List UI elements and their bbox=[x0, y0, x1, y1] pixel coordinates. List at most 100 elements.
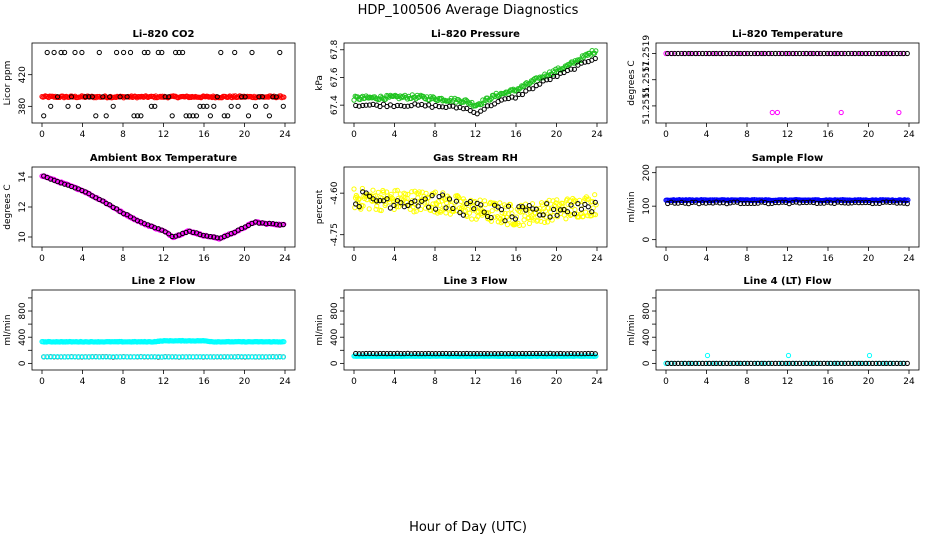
panel-title: Ambient Box Temperature bbox=[90, 153, 237, 164]
data-point bbox=[378, 207, 384, 214]
data-point bbox=[883, 360, 890, 366]
data-point bbox=[790, 199, 796, 205]
x-tick-label: 16 bbox=[822, 130, 834, 140]
data-point bbox=[516, 351, 522, 357]
data-point bbox=[779, 50, 785, 57]
data-point bbox=[193, 113, 200, 119]
data-point bbox=[539, 200, 545, 206]
x-tick-label: 0 bbox=[351, 377, 357, 387]
data-point bbox=[426, 102, 432, 108]
data-point bbox=[471, 206, 477, 212]
figure-title: HDP_100506 Average Diagnostics bbox=[358, 3, 579, 18]
data-point bbox=[869, 200, 876, 207]
data-point bbox=[731, 50, 737, 57]
data-point bbox=[393, 204, 400, 210]
data-point bbox=[124, 354, 130, 360]
x-tick-label: 12 bbox=[470, 130, 481, 140]
data-point bbox=[554, 197, 560, 203]
data-point bbox=[706, 360, 713, 366]
data-point bbox=[689, 199, 695, 205]
data-point bbox=[571, 60, 577, 66]
y-axis-label: ml/min bbox=[627, 314, 637, 345]
data-point bbox=[736, 50, 742, 57]
data-point bbox=[557, 70, 564, 76]
data-point bbox=[273, 354, 279, 360]
data-point bbox=[415, 351, 421, 357]
data-point bbox=[663, 50, 669, 57]
data-point bbox=[391, 351, 397, 357]
y-tick-label: 51.2515 bbox=[642, 87, 652, 124]
points-layer bbox=[351, 350, 599, 359]
data-point bbox=[512, 95, 519, 101]
data-point bbox=[263, 354, 269, 360]
data-point bbox=[392, 188, 398, 194]
data-point bbox=[668, 360, 674, 366]
data-point bbox=[79, 49, 85, 56]
data-point bbox=[426, 350, 432, 357]
data-point bbox=[437, 202, 443, 208]
data-point bbox=[734, 50, 740, 57]
data-point bbox=[876, 50, 883, 57]
data-point bbox=[856, 200, 862, 206]
data-point bbox=[190, 229, 196, 235]
data-point bbox=[141, 354, 147, 360]
data-point bbox=[366, 206, 372, 212]
data-point bbox=[72, 49, 78, 56]
data-point bbox=[817, 50, 824, 57]
data-point bbox=[419, 351, 425, 357]
data-point bbox=[363, 102, 369, 108]
data-point bbox=[734, 360, 740, 366]
data-point bbox=[873, 360, 879, 366]
data-point bbox=[696, 360, 702, 366]
data-point bbox=[852, 50, 858, 57]
data-point bbox=[44, 49, 50, 56]
x-tick-label: 20 bbox=[863, 130, 875, 140]
data-point bbox=[270, 354, 276, 360]
data-point bbox=[668, 199, 674, 205]
data-point bbox=[824, 360, 831, 366]
data-point bbox=[880, 360, 886, 366]
data-point bbox=[207, 234, 213, 240]
data-point bbox=[727, 200, 733, 206]
y-axis-label: Licor ppm bbox=[3, 61, 13, 106]
data-point bbox=[502, 218, 508, 224]
data-point bbox=[411, 209, 417, 215]
data-point bbox=[758, 50, 765, 57]
data-point bbox=[758, 199, 765, 205]
data-point bbox=[537, 212, 543, 218]
points-layer bbox=[351, 48, 599, 117]
y-tick-label: 67.4 bbox=[330, 95, 340, 115]
data-point bbox=[713, 199, 719, 205]
data-point bbox=[838, 360, 844, 366]
data-point bbox=[474, 351, 480, 357]
data-point bbox=[520, 222, 526, 228]
data-point bbox=[127, 354, 134, 360]
data-point bbox=[736, 360, 742, 366]
data-point bbox=[221, 354, 227, 360]
data-point bbox=[582, 59, 588, 65]
data-point bbox=[765, 360, 772, 366]
data-point bbox=[110, 103, 116, 109]
data-point bbox=[93, 113, 99, 119]
data-point bbox=[498, 207, 505, 213]
data-point bbox=[403, 191, 409, 197]
data-point bbox=[554, 351, 560, 357]
data-point bbox=[127, 49, 134, 56]
x-tick-label: 12 bbox=[470, 254, 481, 264]
y-tick-label: 67.6 bbox=[330, 67, 340, 87]
data-point bbox=[668, 50, 674, 57]
x-tick-label: 24 bbox=[903, 130, 915, 140]
x-tick-label: 16 bbox=[822, 254, 834, 264]
panel-title: Line 3 Flow bbox=[444, 276, 508, 287]
data-point bbox=[193, 354, 200, 360]
y-tick-label: 800 bbox=[642, 302, 652, 319]
data-point bbox=[134, 113, 141, 119]
data-point bbox=[547, 350, 553, 356]
data-point bbox=[682, 50, 688, 57]
data-point bbox=[835, 360, 841, 366]
data-point bbox=[200, 103, 206, 109]
x-tick-label: 24 bbox=[591, 377, 603, 387]
data-point bbox=[544, 77, 550, 83]
data-point bbox=[481, 106, 487, 112]
data-point bbox=[751, 50, 758, 57]
